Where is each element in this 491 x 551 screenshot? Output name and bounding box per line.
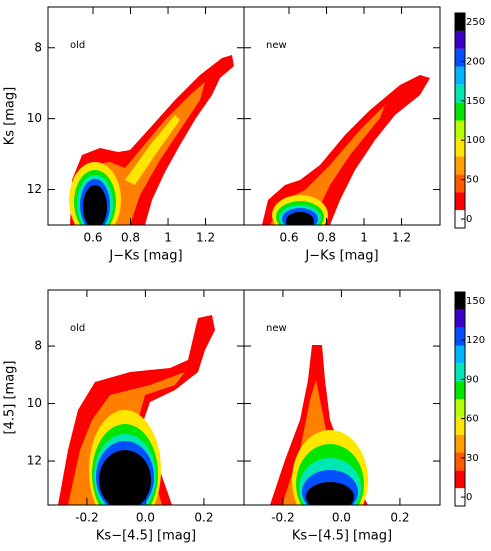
- colorbar-segment: [455, 309, 465, 328]
- colorbar-tick-label: 30: [466, 453, 479, 464]
- density-map: [262, 75, 430, 225]
- colorbar-segment: [455, 102, 465, 121]
- colorbar-segment: [455, 488, 465, 506]
- x-tick-label: 0.0: [332, 511, 351, 525]
- x-tick-label: 0.0: [136, 511, 155, 525]
- plot-frame: [243, 6, 441, 226]
- colorbar-frame: [454, 12, 466, 229]
- colorbar-tick-label: 0: [466, 214, 472, 225]
- x-tick-label: 0.8: [317, 231, 336, 245]
- panel-label: old: [70, 323, 85, 334]
- colorbar-frame: [454, 291, 466, 507]
- x-axis-label: Ks−[4.5] [mag]: [292, 529, 392, 544]
- colorbar-segment: [455, 363, 465, 382]
- x-tick-label: -0.2: [75, 511, 98, 525]
- x-tick-label: 0.6: [279, 231, 298, 245]
- colorbar-segment: [455, 210, 465, 228]
- colorbar-tick-label: 120: [466, 335, 485, 346]
- colorbar-tick-label: 50: [466, 175, 479, 186]
- colorbar-segment: [455, 327, 465, 346]
- y-tick-label: 10: [27, 396, 42, 410]
- x-tick-label: 1: [360, 231, 368, 245]
- x-tick-label: 1.2: [392, 231, 411, 245]
- y-tick-label: 10: [27, 111, 42, 125]
- colorbar-segment: [455, 120, 465, 139]
- colorbar-tick-label: 200: [466, 56, 485, 67]
- colorbar-tick-label: 90: [466, 374, 479, 385]
- x-tick-label: -0.2: [271, 511, 294, 525]
- colorbar-segment: [455, 452, 465, 471]
- panel-label: new: [266, 323, 287, 334]
- colorbar-segment: [455, 345, 465, 364]
- colorbar-segment: [455, 381, 465, 399]
- plot-frame: [243, 289, 441, 506]
- colorbar-tick-label: 150: [466, 96, 485, 107]
- y-tick-label: 8: [34, 40, 42, 54]
- y-tick-label: 12: [27, 454, 42, 468]
- panel-label: old: [70, 40, 85, 51]
- y-tick-label: 8: [34, 339, 42, 353]
- colorbar-segment: [455, 174, 465, 193]
- colorbar-tick-label: 60: [466, 414, 479, 425]
- colorbar-segment: [455, 416, 465, 435]
- y-axis-label: Ks [mag]: [3, 87, 18, 145]
- x-tick-label: 0.2: [390, 511, 409, 525]
- x-tick-label: 0.2: [194, 511, 213, 525]
- x-axis-label: J−Ks [mag]: [108, 249, 182, 264]
- x-axis-label: J−Ks [mag]: [304, 249, 378, 264]
- x-axis-label: Ks−[4.5] [mag]: [96, 529, 196, 544]
- colorbar-segment: [455, 434, 465, 453]
- x-tick-label: 1: [164, 231, 172, 245]
- colorbar-tick-label: 250: [466, 17, 485, 28]
- panel-label: new: [266, 40, 287, 51]
- y-axis-label: [4.5] [mag]: [3, 361, 18, 435]
- colorbar-tick-label: 150: [466, 296, 485, 307]
- colorbar-segment: [455, 13, 465, 31]
- x-tick-label: 1.2: [196, 231, 215, 245]
- density-map: [69, 55, 234, 225]
- colorbar-tick-label: 0: [466, 492, 472, 503]
- x-tick-label: 0.8: [121, 231, 140, 245]
- colorbar-segment: [455, 399, 465, 417]
- x-tick-label: 0.6: [83, 231, 102, 245]
- colorbar-segment: [455, 292, 465, 310]
- colorbar-segment: [455, 30, 465, 49]
- colorbar-segment: [455, 470, 465, 489]
- density-map: [270, 345, 368, 505]
- colorbar-segment: [455, 156, 465, 175]
- density-map: [58, 315, 215, 505]
- colorbar-tick-label: 100: [466, 135, 485, 146]
- colorbar-segment: [455, 48, 465, 67]
- colorbar-segment: [455, 84, 465, 103]
- colorbar-segment: [455, 66, 465, 85]
- colorbar-segment: [455, 192, 465, 211]
- colorbar-segment: [455, 138, 465, 157]
- y-tick-label: 12: [27, 182, 42, 196]
